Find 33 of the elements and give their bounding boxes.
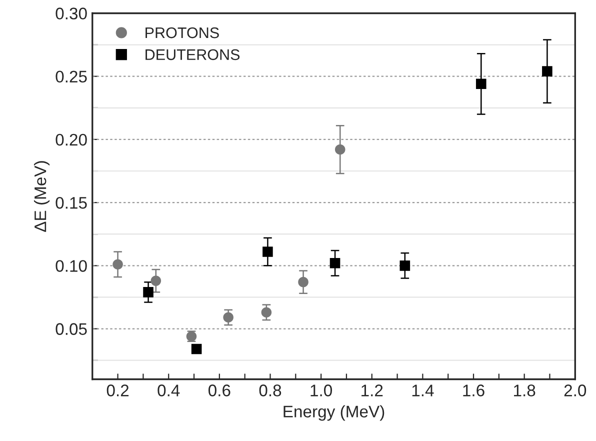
- x-tick-label: 0.2: [106, 384, 129, 396]
- y-tick-label: 0.25: [56, 70, 87, 83]
- x-tick-label: 0.8: [259, 384, 282, 396]
- point: [476, 78, 486, 90]
- point: [191, 344, 202, 354]
- point: [542, 66, 552, 76]
- point: [223, 312, 234, 323]
- x-tick-label: 1.0: [310, 384, 332, 396]
- y-tick-label: 0.05: [56, 323, 87, 335]
- y-tick-label: 0.10: [56, 260, 87, 272]
- y-tick-label: 0.30: [56, 8, 87, 20]
- x-tick-label: 0.6: [208, 384, 230, 396]
- legend-label: PROTONS: [146, 27, 219, 38]
- point: [400, 260, 410, 271]
- point: [330, 258, 340, 268]
- point: [298, 276, 308, 288]
- x-tick-label: 0.4: [158, 384, 180, 396]
- legend-label: DEUTERONS: [146, 49, 240, 60]
- x-tick-label: 1.2: [362, 384, 383, 396]
- point: [262, 246, 273, 257]
- x-tick-label: 1.4: [412, 384, 434, 396]
- x-tick-label: 1.6: [463, 384, 484, 396]
- y-tick-label: 0.20: [56, 134, 87, 146]
- x-tick-label: 1.8: [514, 384, 536, 396]
- point: [112, 259, 123, 270]
- y-tick-label: 0.15: [56, 196, 87, 209]
- y-axis-title: ΔE (MeV): [34, 161, 50, 232]
- point: [150, 276, 162, 286]
- x-axis-title: Energy (MeV): [284, 405, 384, 421]
- x-tick-label: 2.0: [564, 384, 586, 396]
- point: [261, 307, 272, 318]
- point: [334, 144, 346, 155]
- point: [143, 287, 154, 298]
